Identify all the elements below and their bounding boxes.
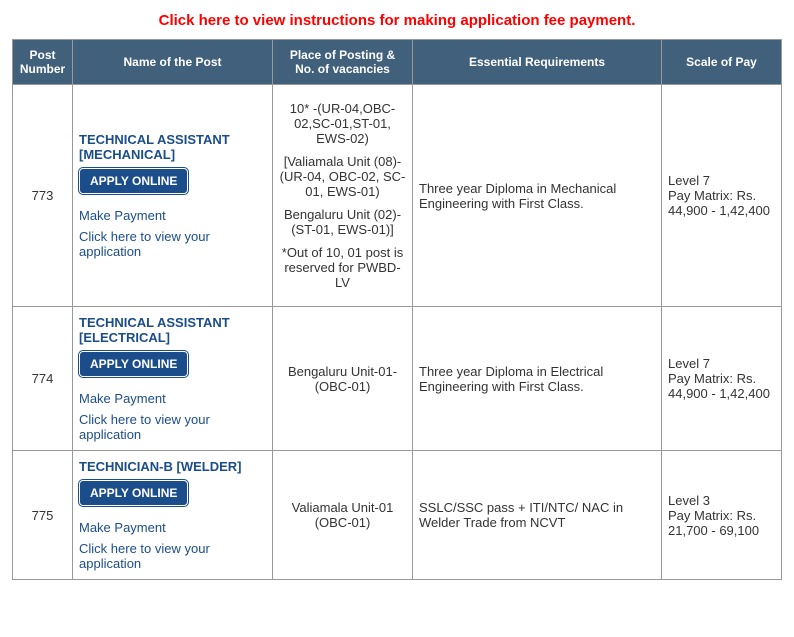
place-block: Bengaluru Unit-01-(OBC-01) (279, 364, 406, 394)
place-block: Valiamala Unit-01 (OBC-01) (279, 500, 406, 530)
view-application-link[interactable]: Click here to view your application (79, 541, 266, 571)
apply-online-button[interactable]: APPLY ONLINE (79, 480, 188, 506)
table-row: 774TECHNICAL ASSISTANT [ELECTRICAL] APPLY… (13, 307, 782, 451)
posts-table: Post Number Name of the Post Place of Po… (12, 39, 782, 580)
make-payment-link[interactable]: Make Payment (79, 208, 266, 223)
col-header-name: Name of the Post (73, 40, 273, 85)
post-number-cell: 773 (13, 85, 73, 307)
apply-online-button[interactable]: APPLY ONLINE (79, 168, 188, 194)
post-name-cell: TECHNICIAN-B [WELDER] APPLY ONLINE Make Pa… (73, 451, 273, 580)
post-name: TECHNICAL ASSISTANT [MECHANICAL] (79, 132, 266, 162)
pay-cell: Level 3Pay Matrix: Rs. 21,700 - 69,100 (662, 451, 782, 580)
place-cell: Bengaluru Unit-01-(OBC-01) (273, 307, 413, 451)
requirements-cell: Three year Diploma in Mechanical Enginee… (413, 85, 662, 307)
requirements-cell: SSLC/SSC pass + ITI/NTC/ NAC in Welder T… (413, 451, 662, 580)
post-name-cell: TECHNICAL ASSISTANT [ELECTRICAL] APPLY ON… (73, 307, 273, 451)
table-row: 773TECHNICAL ASSISTANT [MECHANICAL] APPLY… (13, 85, 782, 307)
place-cell: 10* -(UR-04,OBC-02,SC-01,ST-01, EWS-02) [… (273, 85, 413, 307)
col-header-post-number: Post Number (13, 40, 73, 85)
place-block: [Valiamala Unit (08)- (UR-04, OBC-02, SC… (279, 154, 406, 199)
view-application-link[interactable]: Click here to view your application (79, 229, 266, 259)
instructions-link[interactable]: Click here to view instructions for maki… (12, 12, 782, 29)
place-block: Bengaluru Unit (02)- (ST-01, EWS-01)] (279, 207, 406, 237)
place-block: *Out of 10, 01 post is reserved for PWBD… (279, 245, 406, 290)
requirements-cell: Three year Diploma in Electrical Enginee… (413, 307, 662, 451)
place-block: 10* -(UR-04,OBC-02,SC-01,ST-01, EWS-02) (279, 101, 406, 146)
pay-cell: Level 7Pay Matrix: Rs. 44,900 - 1,42,400 (662, 307, 782, 451)
post-number-cell: 774 (13, 307, 73, 451)
pay-cell: Level 7Pay Matrix: Rs. 44,900 - 1,42,400 (662, 85, 782, 307)
col-header-req: Essential Requirements (413, 40, 662, 85)
view-application-link[interactable]: Click here to view your application (79, 412, 266, 442)
apply-online-button[interactable]: APPLY ONLINE (79, 351, 188, 377)
make-payment-link[interactable]: Make Payment (79, 520, 266, 535)
post-name-cell: TECHNICAL ASSISTANT [MECHANICAL] APPLY ON… (73, 85, 273, 307)
post-name: TECHNICAL ASSISTANT [ELECTRICAL] (79, 315, 266, 345)
make-payment-link[interactable]: Make Payment (79, 391, 266, 406)
col-header-pay: Scale of Pay (662, 40, 782, 85)
table-row: 775 TECHNICIAN-B [WELDER] APPLY ONLINE Make… (13, 451, 782, 580)
col-header-place: Place of Posting & No. of vacancies (273, 40, 413, 85)
post-name: TECHNICIAN-B [WELDER] (79, 459, 266, 474)
place-cell: Valiamala Unit-01 (OBC-01) (273, 451, 413, 580)
post-number-cell: 775 (13, 451, 73, 580)
